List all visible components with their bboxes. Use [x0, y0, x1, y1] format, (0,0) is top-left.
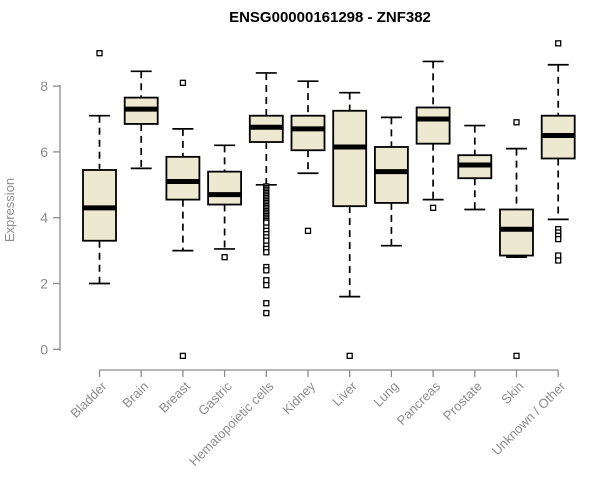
y-axis-label: Expression	[2, 178, 17, 242]
boxplot-breast	[165, 79, 201, 360]
x-tick-label-liver: Liver	[329, 378, 360, 409]
x-tick-label-unknown-other: Unknown / Other	[489, 378, 569, 458]
outlier-point	[221, 254, 228, 261]
y-tick-label-2: 2	[40, 276, 48, 292]
outlier-point	[513, 119, 520, 126]
y-tick-label-6: 6	[40, 144, 48, 160]
boxplot-prostate	[457, 124, 493, 211]
x-tick-label-breast: Breast	[156, 378, 193, 415]
outlier-point	[555, 235, 562, 243]
boxes-layer	[82, 40, 576, 360]
boxplot-gastric	[207, 144, 243, 261]
x-tick-label-lung: Lung	[370, 379, 401, 410]
outlier-point	[346, 352, 353, 360]
x-tick-label-brain: Brain	[119, 379, 151, 411]
outlier-point	[555, 252, 562, 259]
iqr-box	[499, 208, 534, 257]
outlier-point	[263, 249, 270, 256]
x-tick-label-bladder: Bladder	[67, 378, 110, 421]
x-tick-label-kidney: Kidney	[279, 378, 318, 417]
outlier-point	[96, 50, 103, 57]
x-tick-label-gastric: Gastric	[195, 378, 235, 418]
boxplot-bladder	[82, 50, 117, 285]
boxplot-unknown-other	[540, 40, 576, 264]
y-tick-label-4: 4	[40, 210, 48, 226]
outlier-point	[263, 267, 270, 274]
boxplot-pancreas	[415, 60, 451, 211]
boxplot-lung	[373, 116, 409, 247]
boxplot-hematopoietic-cells	[248, 72, 284, 317]
outlier-point	[555, 40, 562, 47]
outlier-point	[179, 352, 187, 360]
iqr-box	[165, 155, 201, 201]
boxplot-kidney	[290, 80, 326, 235]
iqr-box	[290, 114, 326, 152]
outlier-point	[263, 281, 270, 289]
outlier-point	[263, 237, 270, 244]
y-tick-label-0: 0	[40, 341, 48, 357]
outlier-point	[555, 257, 562, 264]
outlier-point	[263, 309, 270, 317]
x-tick-label-pancreas: Pancreas	[394, 378, 444, 428]
iqr-box	[373, 146, 409, 204]
outlier-point	[429, 204, 437, 211]
outlier-point	[304, 227, 312, 235]
iqr-box	[207, 170, 243, 206]
y-tick-label-8: 8	[40, 78, 48, 94]
x-tick-label-skin: Skin	[498, 379, 526, 407]
iqr-box	[332, 109, 368, 208]
boxplot-brain	[123, 70, 159, 170]
x-tick-label-prostate: Prostate	[440, 379, 485, 424]
outlier-point	[179, 79, 187, 86]
outlier-point	[263, 300, 270, 307]
boxplot-liver	[332, 91, 368, 360]
outlier-point	[263, 277, 270, 284]
outlier-point	[263, 219, 270, 226]
outlier-point	[513, 352, 520, 360]
boxplot-skin	[499, 119, 534, 360]
chart-title: ENSG00000161298 - ZNF382	[229, 9, 431, 26]
iqr-box	[415, 106, 451, 145]
